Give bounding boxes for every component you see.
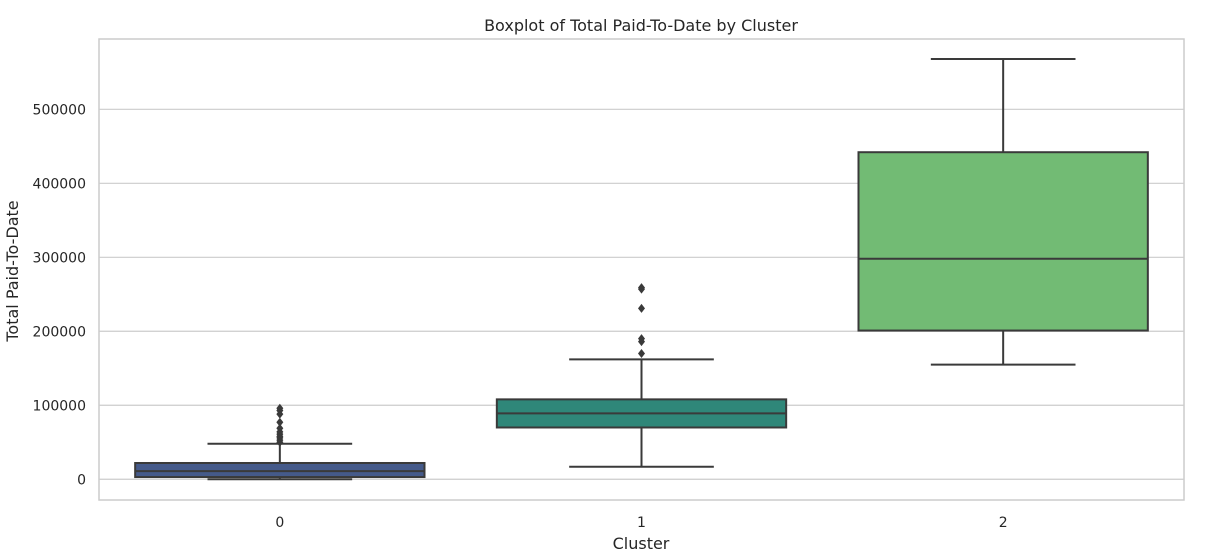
outlier-point [638, 334, 645, 344]
y-tick-label: 400000 [33, 176, 86, 192]
outlier-point [276, 403, 284, 413]
y-tick-label: 200000 [33, 324, 86, 340]
box-iqr [857, 151, 1149, 332]
x-tick-label: 2 [999, 515, 1008, 531]
y-axis-label: Total Paid-To-Date [3, 200, 22, 342]
box-cluster-0 [134, 403, 426, 481]
y-tick-labels: 0 100000 200000 300000 400000 500000 [33, 102, 86, 488]
x-tick-label: 1 [637, 515, 646, 531]
outlier-point [276, 417, 284, 427]
plot-frame [98, 38, 1185, 501]
outlier-point [638, 283, 645, 293]
boxes-group [134, 57, 1149, 481]
y-tick-label: 500000 [33, 102, 86, 118]
y-tick-label: 300000 [33, 250, 86, 266]
outlier-point [638, 348, 645, 358]
x-tick-label: 0 [275, 515, 284, 531]
outlier-point [276, 423, 284, 433]
box-cluster-2 [857, 57, 1149, 366]
x-axis-label: Cluster [613, 534, 670, 553]
outlier-point [638, 303, 645, 313]
chart-title: Boxplot of Total Paid-To-Date by Cluster [484, 16, 798, 35]
y-tick-label: 0 [77, 472, 86, 488]
y-tick-label: 100000 [33, 398, 86, 414]
box-cluster-1 [495, 283, 788, 468]
x-tick-labels: 0 1 2 [275, 515, 1007, 531]
box-iqr [134, 462, 426, 479]
